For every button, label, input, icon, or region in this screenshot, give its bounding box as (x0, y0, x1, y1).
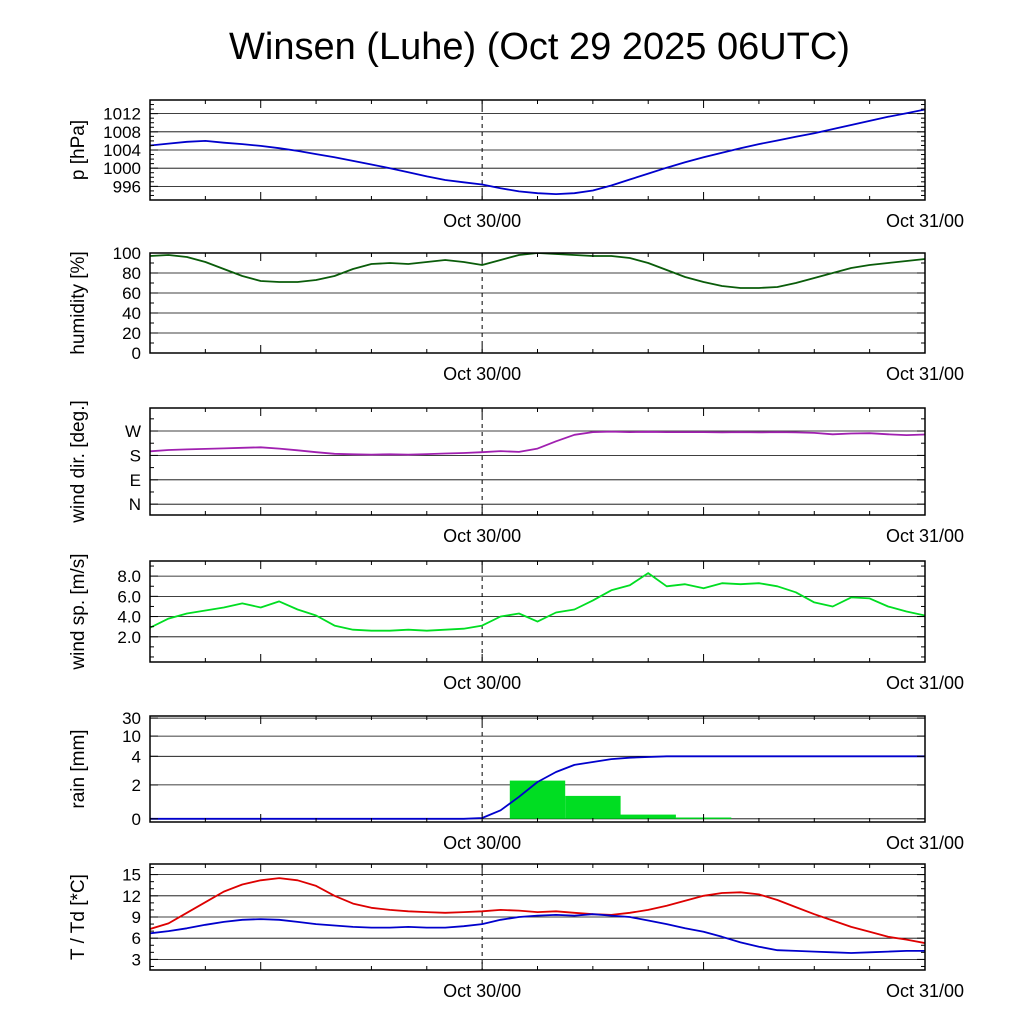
y-tick-label: W (125, 422, 141, 441)
panel-wind-speed: 2.04.0 6.08.0 Oct 30/00 Oct 31/00 wind sp. [… (68, 553, 964, 693)
y-tick-label: 4.0 (117, 608, 141, 627)
rain-bar (509, 780, 566, 819)
x-tick-label: Oct 30/00 (443, 364, 521, 384)
y-tick-label: 996 (113, 177, 141, 196)
y-tick-label: 1008 (103, 123, 141, 142)
y-tick-label: 8.0 (117, 567, 141, 586)
wind-speed-line (150, 572, 925, 632)
x-tick-label: Oct 31/00 (886, 526, 964, 546)
x-tick-label: Oct 30/00 (443, 981, 521, 1001)
panel-temperature: 3 6 9 12 15 Oct 30/00 Oct 31/00 T / Td [*C] (68, 863, 964, 1001)
x-tick-label: Oct 31/00 (886, 981, 964, 1001)
y-tick-label: 9 (132, 908, 141, 927)
x-tick-label: Oct 31/00 (886, 833, 964, 853)
x-tick-label: Oct 30/00 (443, 211, 521, 231)
y-tick-label: 20 (122, 324, 141, 343)
y-tick-label: 30 (122, 709, 141, 728)
y-tick-label: S (130, 446, 141, 465)
y-tick-label: E (130, 471, 141, 490)
chart-title: Winsen (Luhe) (Oct 29 2025 06UTC) (229, 26, 850, 68)
y-tick-label: 80 (122, 264, 141, 283)
y-tick-label: 1000 (103, 159, 141, 178)
wind-direction-line (150, 430, 925, 456)
x-tick-label: Oct 31/00 (886, 211, 964, 231)
y-tick-label: 40 (122, 304, 141, 323)
y-tick-label: 3 (132, 950, 141, 969)
temperature-line (150, 877, 925, 944)
y-tick-label: 1004 (103, 141, 141, 160)
x-tick-label: Oct 30/00 (443, 833, 521, 853)
rain-bar (620, 814, 676, 819)
y-tick-label: 6 (132, 929, 141, 948)
y-tick-label: 15 (122, 866, 141, 885)
y-tick-label: 2.0 (117, 628, 141, 647)
y-axis-title: p [hPa] (68, 120, 89, 180)
dewpoint-line (150, 913, 925, 954)
y-tick-label: 6.0 (117, 587, 141, 606)
x-tick-label: Oct 30/00 (443, 526, 521, 546)
rain-bar (565, 795, 621, 819)
y-tick-label: 60 (122, 284, 141, 303)
y-axis-title: T / Td [*C] (68, 874, 89, 960)
x-tick-label: Oct 31/00 (886, 673, 964, 693)
y-axis-title: wind dir. [deg.] (68, 400, 89, 524)
x-tick-label: Oct 31/00 (886, 364, 964, 384)
y-axis-title: rain [mm] (68, 729, 89, 808)
y-tick-label: 100 (113, 244, 141, 263)
y-tick-label: 0 (132, 810, 141, 829)
y-tick-label: 1012 (103, 105, 141, 124)
humidity-line (150, 253, 925, 289)
accumulated-rain-line (150, 755, 925, 820)
y-tick-label: 0 (132, 344, 141, 363)
y-tick-label: 12 (122, 887, 141, 906)
y-tick-label: 10 (122, 727, 141, 746)
y-tick-label: 2 (132, 776, 141, 795)
y-axis-title: humidity [%] (68, 251, 89, 354)
y-tick-label: 4 (132, 747, 141, 766)
y-axis-title: wind sp. [m/s] (68, 553, 89, 670)
y-tick-label: N (129, 495, 141, 514)
pressure-line (150, 108, 925, 196)
x-tick-label: Oct 30/00 (443, 673, 521, 693)
